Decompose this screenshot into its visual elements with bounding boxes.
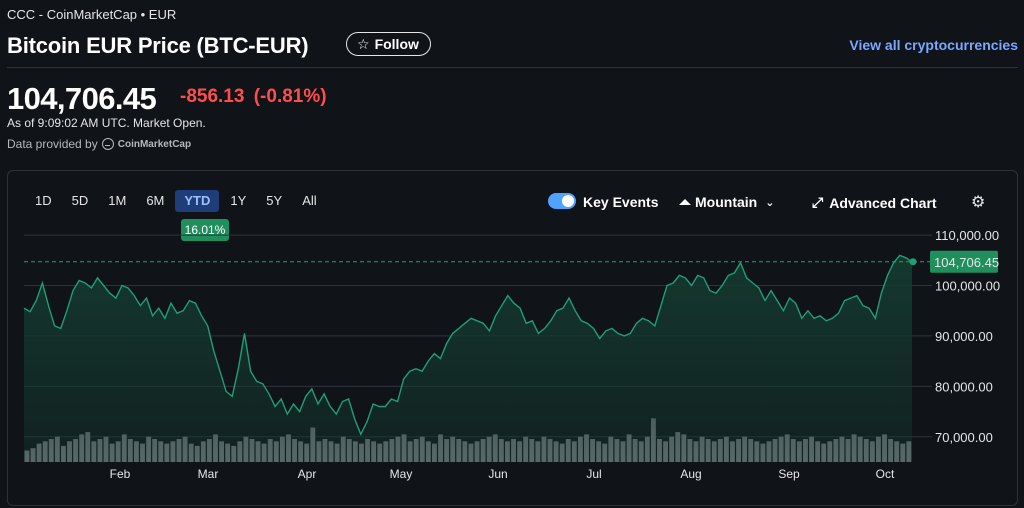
provider-name: CoinMarketCap	[117, 138, 192, 150]
last-price-label: 104,706.45	[934, 255, 999, 270]
range-1d[interactable]: 1D	[35, 193, 52, 208]
star-icon: ☆	[357, 35, 370, 52]
range-1m[interactable]: 1M	[108, 193, 127, 208]
data-provider: Data provided by CoinMarketCap	[7, 137, 191, 151]
follow-label: Follow	[374, 36, 419, 52]
x-tick-label: Sep	[778, 467, 800, 481]
coinmarketcap-logo-icon	[101, 138, 114, 150]
price-line	[23, 254, 913, 437]
range-1y[interactable]: 1Y	[230, 193, 247, 208]
key-events-toggle[interactable]	[548, 193, 576, 209]
price-area	[24, 255, 912, 462]
y-tick-label: 110,000.00	[935, 228, 999, 243]
divider	[7, 67, 1018, 68]
price-change: -856.13 (-0.81%)	[180, 86, 327, 107]
expand-icon: ⤢	[812, 194, 824, 210]
y-tick-label: 70,000.00	[935, 430, 993, 445]
settings-gear-icon[interactable]: ⚙	[971, 194, 986, 211]
chevron-down-icon: ⌄	[765, 196, 775, 209]
range-all[interactable]: All	[302, 193, 317, 208]
provided-by-label: Data provided by	[7, 137, 98, 151]
x-tick-label: Jul	[586, 467, 601, 481]
last-price-badge	[930, 250, 998, 273]
range-6m[interactable]: 6M	[146, 193, 165, 208]
x-tick-label: Oct	[876, 467, 895, 481]
advanced-chart-button[interactable]: ⤢ Advanced Chart	[812, 194, 937, 211]
current-price: 104,706.45	[7, 81, 157, 116]
x-tick-label: Aug	[680, 467, 701, 481]
key-events-label[interactable]: Key Events	[583, 194, 659, 210]
range-ytd[interactable]: YTD	[175, 190, 220, 212]
x-tick-label: Mar	[198, 467, 219, 481]
page-title: Bitcoin EUR Price (BTC-EUR)	[7, 33, 309, 58]
chart-type-label: Mountain	[695, 194, 758, 210]
x-tick-label: Apr	[298, 467, 317, 481]
chart-type-dropdown[interactable]: Mountain ⌄	[679, 194, 774, 210]
last-price-dot	[909, 258, 917, 266]
y-tick-label: 90,000.00	[935, 329, 993, 344]
x-tick-label: Feb	[110, 467, 131, 481]
view-all-link[interactable]: View all cryptocurrencies	[849, 37, 1018, 53]
range-selector: 1D 5D 1M 6M YTD 1Y 5Y All	[26, 190, 328, 212]
y-tick-label: 80,000.00	[935, 379, 993, 394]
x-tick-label: May	[390, 467, 413, 481]
advanced-chart-label: Advanced Chart	[829, 194, 937, 211]
follow-button[interactable]: ☆ Follow	[346, 32, 431, 56]
y-tick-label: 100,000.00	[935, 279, 1000, 294]
x-tick-label: Jun	[488, 467, 507, 481]
as-of-time: As of 9:09:02 AM UTC. Market Open.	[7, 116, 206, 130]
breadcrumb: CCC - CoinMarketCap • EUR	[7, 7, 177, 22]
chart-panel	[7, 170, 1018, 506]
range-5y[interactable]: 5Y	[266, 193, 283, 208]
mountain-icon	[679, 199, 691, 205]
range-5d[interactable]: 5D	[71, 193, 89, 208]
